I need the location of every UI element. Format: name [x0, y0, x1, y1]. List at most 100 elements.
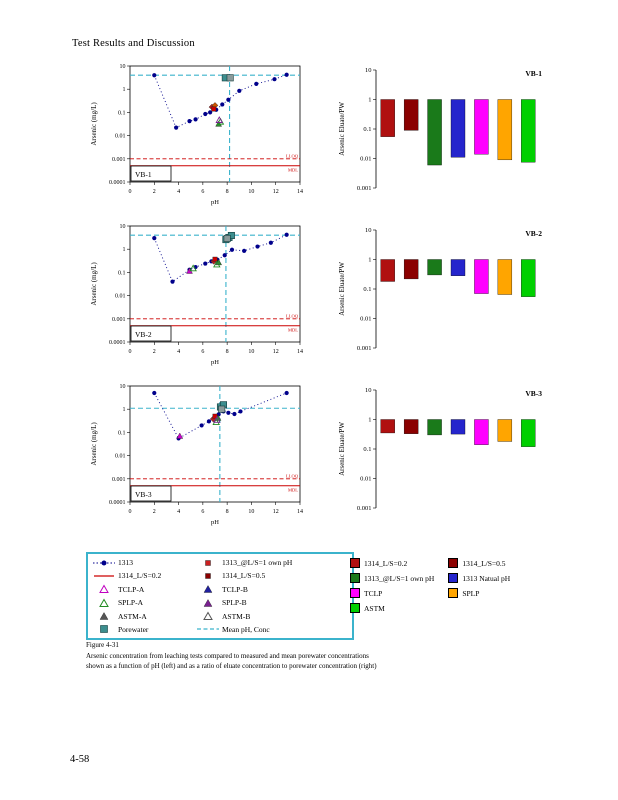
legend-item-splp-a: SPLP-A — [92, 597, 192, 608]
legend-label: 1313 — [118, 558, 133, 567]
svg-text:10: 10 — [120, 384, 126, 390]
svg-text:12: 12 — [273, 189, 279, 195]
svg-text:Arsenic (mg/L): Arsenic (mg/L) — [90, 422, 98, 466]
VB-1-bar-plot: 10 1 0.1 0.01 0.001 VB-1 Arsenic Eluate/PW — [338, 67, 542, 192]
svg-text:0.1: 0.1 — [118, 270, 126, 276]
legend-label: 1313_@L/S=1 own pH — [364, 573, 435, 583]
legend-item-tclp-b: TCLP-B — [196, 584, 348, 595]
series-splp-a-marker-icon — [92, 598, 118, 608]
svg-text:0.001: 0.001 — [112, 317, 126, 323]
svg-text:12: 12 — [273, 349, 279, 355]
svg-text:0.0001: 0.0001 — [109, 340, 126, 346]
figure-caption: Figure 4-31 Arsenic concentration from l… — [86, 640, 382, 671]
legend-label: ASTM — [364, 603, 385, 613]
svg-text:10: 10 — [248, 509, 254, 515]
svg-text:0.01: 0.01 — [360, 476, 371, 483]
vb3-eluate-ratio-bar-chart: 10 1 0.1 0.01 0.001 VB-3 Arsenic Eluate/PW — [334, 382, 546, 533]
svg-text:0: 0 — [129, 509, 132, 515]
svg-text:0.001: 0.001 — [112, 157, 126, 163]
svg-text:0.1: 0.1 — [363, 286, 371, 293]
legend-item-astm-a: ASTM-A — [92, 611, 192, 622]
legend-label: 1313 Natual pH — [462, 573, 511, 583]
series-astm-b-marker-icon — [196, 611, 222, 621]
svg-text:1: 1 — [368, 257, 371, 264]
vb2-eluate-ratio-bar-chart: 10 1 0.1 0.01 0.001 VB-2 Arsenic Eluate/PW — [334, 222, 546, 373]
svg-text:0.1: 0.1 — [118, 430, 126, 436]
legend-label: TCLP — [364, 588, 383, 598]
svg-text:0.0001: 0.0001 — [109, 500, 126, 506]
legend-item-1313: 1313 — [92, 557, 192, 568]
legend-label: TCLP-A — [118, 584, 145, 594]
svg-text:LLOQ: LLOQ — [286, 473, 299, 478]
svg-text:0.1: 0.1 — [363, 126, 371, 133]
legend-label: SPLP — [462, 588, 480, 598]
svg-text:8: 8 — [226, 509, 229, 515]
scatter-legend-box: 1313 1314_L/S=0.2 TCLP-A SPLP-A ASTM-A P… — [86, 552, 354, 640]
bar-legend-item-1313-natural-ph: 1313 Natual pH — [448, 573, 510, 583]
svg-text:0.001: 0.001 — [357, 505, 372, 512]
svg-text:LLOQ: LLOQ — [286, 313, 299, 318]
svg-text:1: 1 — [123, 87, 126, 93]
svg-text:0.001: 0.001 — [112, 477, 126, 483]
svg-text:10: 10 — [365, 67, 372, 74]
color-swatch-icon — [350, 573, 360, 583]
series-1314-ls05-marker-icon — [196, 571, 222, 581]
bar-legend-column-a: 1314_L/S=0.2 1313_@L/S=1 own pH TCLP AST… — [350, 558, 434, 613]
svg-text:0: 0 — [129, 189, 132, 195]
svg-text:Arsenic Eluate/PW: Arsenic Eluate/PW — [338, 422, 346, 476]
color-swatch-icon — [448, 573, 459, 583]
legend-item-1314-ls02: 1314_L/S=0.2 — [92, 570, 192, 581]
svg-text:14: 14 — [297, 349, 303, 355]
svg-text:MDL: MDL — [288, 167, 298, 172]
series-splp-b-marker-icon — [196, 598, 222, 608]
svg-text:0.01: 0.01 — [115, 294, 126, 300]
svg-text:1: 1 — [123, 407, 126, 413]
legend-item-mean-ph-conc: Mean pH, Conc — [196, 624, 348, 635]
svg-text:2: 2 — [153, 189, 156, 195]
VB-2-bar-plot: 10 1 0.1 0.01 0.001 VB-2 Arsenic Eluate/PW — [338, 227, 542, 352]
svg-text:VB-2: VB-2 — [135, 330, 152, 339]
vb1-eluate-ratio-bar-chart: 10 1 0.1 0.01 0.001 VB-1 Arsenic Eluate/PW — [334, 62, 546, 213]
svg-text:pH: pH — [211, 199, 219, 206]
svg-text:10: 10 — [120, 224, 126, 230]
svg-text:2: 2 — [153, 509, 156, 515]
svg-text:0.001: 0.001 — [357, 345, 372, 352]
series-1313-ls1-marker-icon — [196, 558, 222, 568]
svg-text:0.01: 0.01 — [115, 134, 126, 140]
svg-text:8: 8 — [226, 349, 229, 355]
svg-text:10: 10 — [248, 349, 254, 355]
bar-legend-item-splp: SPLP — [448, 588, 510, 598]
page-header: Test Results and Discussion — [72, 38, 195, 49]
color-swatch-icon — [350, 558, 360, 568]
svg-text:Arsenic (mg/L): Arsenic (mg/L) — [90, 262, 98, 306]
svg-text:10: 10 — [365, 387, 372, 394]
svg-text:LLOQ: LLOQ — [286, 153, 299, 158]
svg-text:0.01: 0.01 — [360, 156, 371, 163]
svg-text:10: 10 — [365, 227, 372, 234]
scatter-legend-column-b: 1313_@L/S=1 own pH 1314_L/S=0.5 TCLP-B S… — [196, 557, 348, 635]
svg-text:4: 4 — [177, 349, 180, 355]
svg-text:0.1: 0.1 — [363, 446, 371, 453]
figure-label: Figure 4-31 — [86, 641, 119, 649]
svg-text:1: 1 — [123, 247, 126, 253]
scatter-legend-column-a: 1313 1314_L/S=0.2 TCLP-A SPLP-A ASTM-A P… — [92, 557, 192, 635]
legend-label: 1314_L/S=0.5 — [222, 571, 266, 581]
svg-text:2: 2 — [153, 349, 156, 355]
legend-item-astm-b: ASTM-B — [196, 611, 348, 622]
series-1313-marker-icon — [92, 558, 118, 568]
svg-text:6: 6 — [201, 509, 204, 515]
legend-label: 1314_L/S=0.2 — [364, 558, 408, 568]
legend-item-1314-ls05: 1314_L/S=0.5 — [196, 570, 348, 581]
svg-text:pH: pH — [211, 519, 219, 526]
svg-text:14: 14 — [297, 189, 303, 195]
svg-text:VB-3: VB-3 — [135, 490, 152, 499]
page-number: 4-58 — [70, 754, 90, 765]
svg-text:0.0001: 0.0001 — [109, 180, 126, 186]
svg-text:VB-3: VB-3 — [525, 389, 542, 398]
svg-text:10: 10 — [248, 189, 254, 195]
svg-text:12: 12 — [273, 509, 279, 515]
legend-item-porewater: Porewater — [92, 624, 192, 635]
bar-legend-item-astm: ASTM — [350, 603, 434, 613]
